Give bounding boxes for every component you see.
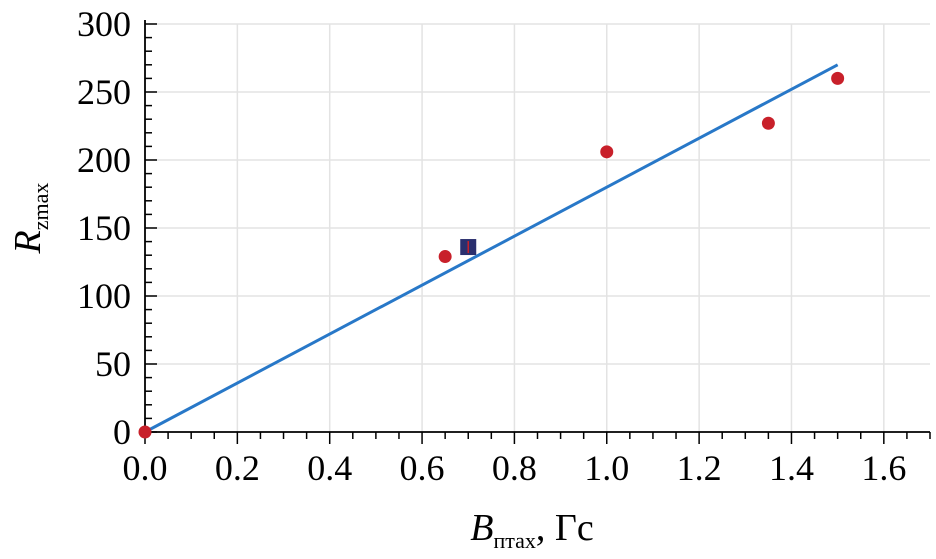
y-tick-label: 100 — [77, 276, 131, 316]
x-axis-title-sub: птах — [493, 528, 535, 553]
x-tick-label: 0.8 — [492, 448, 537, 488]
y-axis-title-main: R — [7, 230, 49, 254]
data-point-circle — [761, 116, 775, 130]
y-tick-label: 50 — [95, 344, 131, 384]
y-tick-label: 150 — [77, 208, 131, 248]
x-axis-title-main: B — [470, 507, 493, 549]
data-point-circle — [438, 250, 452, 264]
x-tick-label: 1.6 — [861, 448, 906, 488]
grid — [145, 23, 930, 432]
data-point-circle — [831, 71, 845, 85]
x-tick-label: 0.4 — [307, 448, 352, 488]
y-tick-label: 0 — [113, 412, 131, 452]
data-point-circle — [600, 145, 614, 159]
x-axis-ticks: 0.0 0.2 0.4 0.6 0.8 1.0 1.2 1.4 1.6 — [123, 432, 931, 488]
x-tick-label: 1.4 — [769, 448, 814, 488]
x-axis-title-unit: , Гс — [536, 507, 594, 549]
x-tick-label: 1.0 — [584, 448, 629, 488]
fit-line — [144, 63, 839, 434]
y-tick-label: 200 — [77, 140, 131, 180]
y-tick-label: 300 — [77, 4, 131, 44]
x-tick-label: 1.2 — [677, 448, 722, 488]
x-tick-label: 0.2 — [215, 448, 260, 488]
x-tick-label: 0.0 — [123, 448, 168, 488]
data-point-circle — [138, 425, 152, 439]
x-tick-label: 0.6 — [400, 448, 445, 488]
plot-marks — [138, 63, 845, 439]
y-tick-label: 250 — [77, 72, 131, 112]
y-axis-title-sub: zmax — [28, 183, 53, 231]
y-axis-ticks: 0 50 100 150 200 250 300 — [77, 4, 157, 452]
x-axis-title: Bптах, Гс — [470, 507, 593, 553]
y-axis-title: Rzmax — [7, 183, 53, 255]
